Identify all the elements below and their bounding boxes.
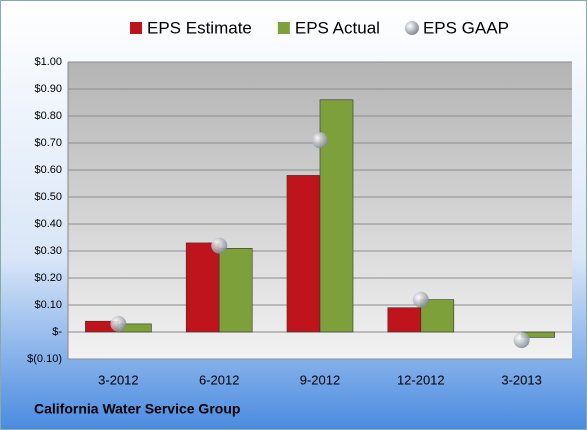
- x-tick-label: 3-2012: [98, 372, 138, 387]
- legend-marker: [277, 22, 290, 34]
- legend-marker: [404, 21, 419, 35]
- bar: [286, 175, 321, 333]
- y-tick-label: $0.90: [34, 83, 62, 95]
- bar: [218, 248, 253, 333]
- x-tick-label: 6-2012: [199, 372, 239, 387]
- chart-title: California Water Service Group: [34, 401, 240, 417]
- y-tick-label: $(0.10): [27, 353, 62, 365]
- gaap-marker: [312, 132, 328, 149]
- gaap-marker: [412, 291, 429, 308]
- gaap-marker: [110, 315, 127, 332]
- y-tick-label: $0.10: [34, 299, 62, 311]
- y-tick-label: $-: [52, 326, 62, 338]
- y-tick-label: $0.50: [34, 191, 62, 203]
- y-tick-label: $0.20: [34, 272, 62, 284]
- x-tick-label: 3-2013: [501, 372, 541, 387]
- y-tick-label: $1.00: [34, 56, 62, 68]
- y-tick-label: $0.70: [34, 137, 62, 149]
- legend-label: EPS GAAP: [423, 18, 509, 37]
- gaap-marker: [513, 332, 530, 349]
- y-tick-label: $0.60: [34, 164, 62, 176]
- bar: [387, 307, 422, 333]
- x-tick-label: 9-2012: [300, 372, 340, 387]
- legend-label: EPS Actual: [295, 18, 380, 37]
- x-tick-label: 12-2012: [397, 372, 445, 387]
- legend-label: EPS Estimate: [147, 18, 252, 37]
- y-tick-label: $0.30: [34, 245, 62, 257]
- y-tick-label: $0.40: [34, 218, 62, 230]
- legend-marker: [130, 22, 142, 34]
- bar: [185, 242, 220, 333]
- gaap-marker: [211, 237, 228, 254]
- y-tick-label: $0.80: [34, 110, 62, 122]
